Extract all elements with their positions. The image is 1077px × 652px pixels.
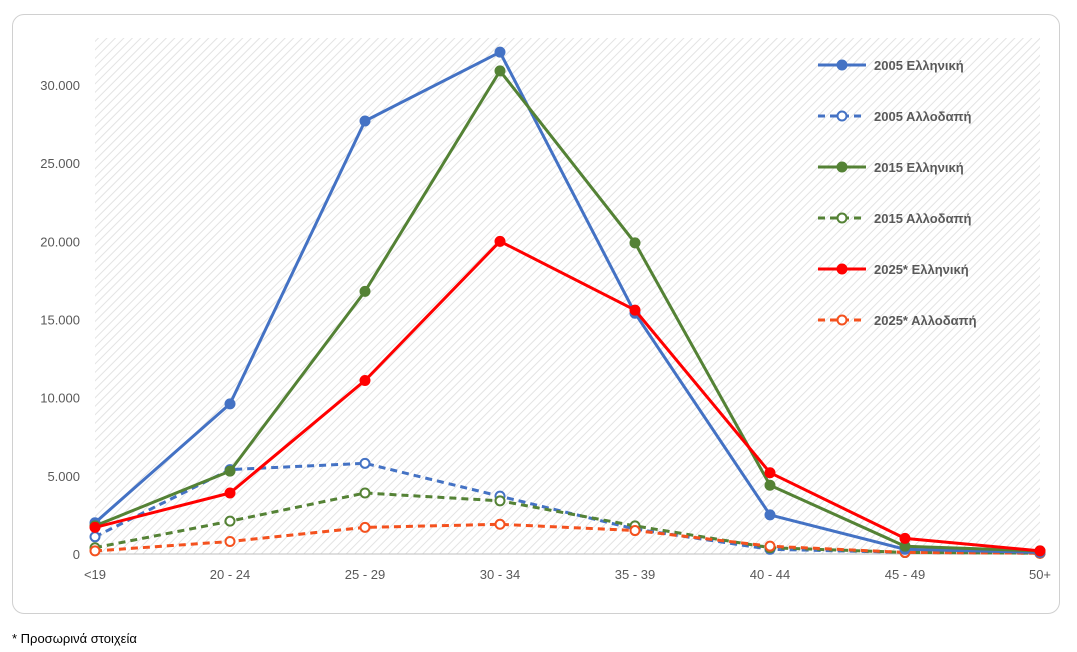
series-line <box>94 239 1041 553</box>
data-point <box>764 540 776 552</box>
x-tick-label: 25 - 29 <box>345 567 385 582</box>
legend-label: 2025* Ελληνική <box>874 262 969 277</box>
x-axis: <19 20 - 24 25 - 29 30 - 34 35 - 39 40 - 44 45… <box>84 553 1051 582</box>
legend-entry: 2005 Αλλοδαπή <box>818 109 972 124</box>
legend-label: 2015 Αλλοδαπή <box>874 211 972 226</box>
x-tick-label: 30 - 34 <box>480 567 520 582</box>
legend: 2005 Ελληνική 2005 Αλλοδαπή 2015 Ελληνική 2… <box>818 58 977 328</box>
legend-entry: 2015 Αλλοδαπή <box>818 211 972 226</box>
legend-marker <box>836 263 848 275</box>
data-point <box>899 532 911 544</box>
y-tick-label: 10.000 <box>40 391 80 406</box>
y-tick-label: 20.000 <box>40 234 80 249</box>
x-tick-label: 45 - 49 <box>885 567 925 582</box>
data-point <box>224 465 236 477</box>
footnote: * Προσωρινά στοιχεία <box>12 631 137 646</box>
series-line <box>94 461 1041 555</box>
legend-entry: 2005 Ελληνική <box>818 58 964 73</box>
data-point <box>764 479 776 491</box>
data-point <box>359 487 371 499</box>
legend-label: 2005 Αλλοδαπή <box>874 109 972 124</box>
data-point <box>629 237 641 249</box>
data-point <box>359 457 371 469</box>
legend-marker <box>836 314 848 326</box>
legend-entry: 2025* Αλλοδαπή <box>818 313 977 328</box>
series-4 <box>89 235 1046 557</box>
data-point <box>89 521 101 533</box>
data-point <box>1034 545 1046 557</box>
x-tick-label: 40 - 44 <box>750 567 790 582</box>
data-point <box>764 509 776 521</box>
data-point <box>494 495 506 507</box>
data-point <box>224 398 236 410</box>
data-point <box>89 531 101 543</box>
series-line <box>94 491 1041 555</box>
series-line <box>94 50 1041 554</box>
y-axis: 0 5.000 10.000 15.000 20.000 25.000 30.000 <box>40 78 80 562</box>
legend-marker <box>836 110 848 122</box>
legend-marker <box>836 212 848 224</box>
x-tick-label: 20 - 24 <box>210 567 250 582</box>
legend-label: 2015 Ελληνική <box>874 160 964 175</box>
data-point <box>629 304 641 316</box>
y-tick-label: 15.000 <box>40 313 80 328</box>
data-point <box>359 521 371 533</box>
x-tick-label: 35 - 39 <box>615 567 655 582</box>
series-line <box>94 69 1041 553</box>
data-point <box>629 525 641 537</box>
y-tick-label: 25.000 <box>40 156 80 171</box>
data-point <box>494 235 506 247</box>
legend-label: 2005 Ελληνική <box>874 58 964 73</box>
legend-entry: 2025* Ελληνική <box>818 262 969 277</box>
y-tick-label: 5.000 <box>47 469 80 484</box>
data-point <box>359 374 371 386</box>
legend-label: 2025* Αλλοδαπή <box>874 313 977 328</box>
series-layer <box>89 46 1046 559</box>
data-point <box>494 46 506 58</box>
data-point <box>89 545 101 557</box>
series-line <box>94 522 1041 555</box>
data-point <box>494 65 506 77</box>
x-tick-label: <19 <box>84 567 106 582</box>
data-point <box>224 535 236 547</box>
data-point <box>494 518 506 530</box>
legend-marker <box>836 59 848 71</box>
y-tick-label: 30.000 <box>40 78 80 93</box>
data-point <box>224 487 236 499</box>
data-point <box>359 285 371 297</box>
x-tick-label: 50+ <box>1029 567 1051 582</box>
legend-marker <box>836 161 848 173</box>
data-point <box>224 515 236 527</box>
legend-entry: 2015 Ελληνική <box>818 160 964 175</box>
data-point <box>764 467 776 479</box>
y-tick-label: 0 <box>73 547 80 562</box>
data-point <box>359 115 371 127</box>
